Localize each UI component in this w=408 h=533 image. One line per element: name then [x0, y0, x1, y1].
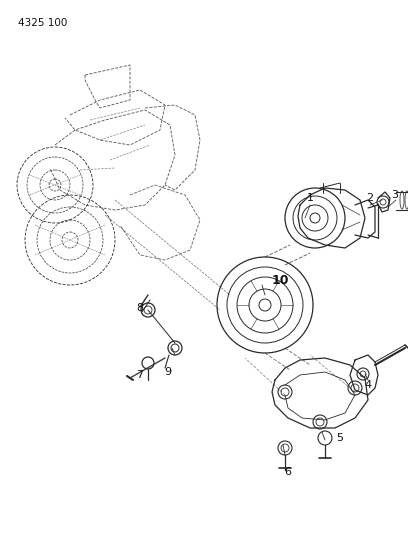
- Text: 4: 4: [364, 380, 372, 390]
- Text: 7: 7: [136, 370, 144, 380]
- Text: 5: 5: [337, 433, 344, 443]
- Text: 8: 8: [136, 303, 144, 313]
- Text: 2: 2: [366, 193, 374, 203]
- Text: 1: 1: [306, 193, 313, 203]
- Text: 4325 100: 4325 100: [18, 18, 67, 28]
- Text: 6: 6: [284, 467, 291, 477]
- Text: 9: 9: [164, 367, 171, 377]
- Text: 10: 10: [271, 273, 289, 287]
- Text: 3: 3: [392, 190, 399, 200]
